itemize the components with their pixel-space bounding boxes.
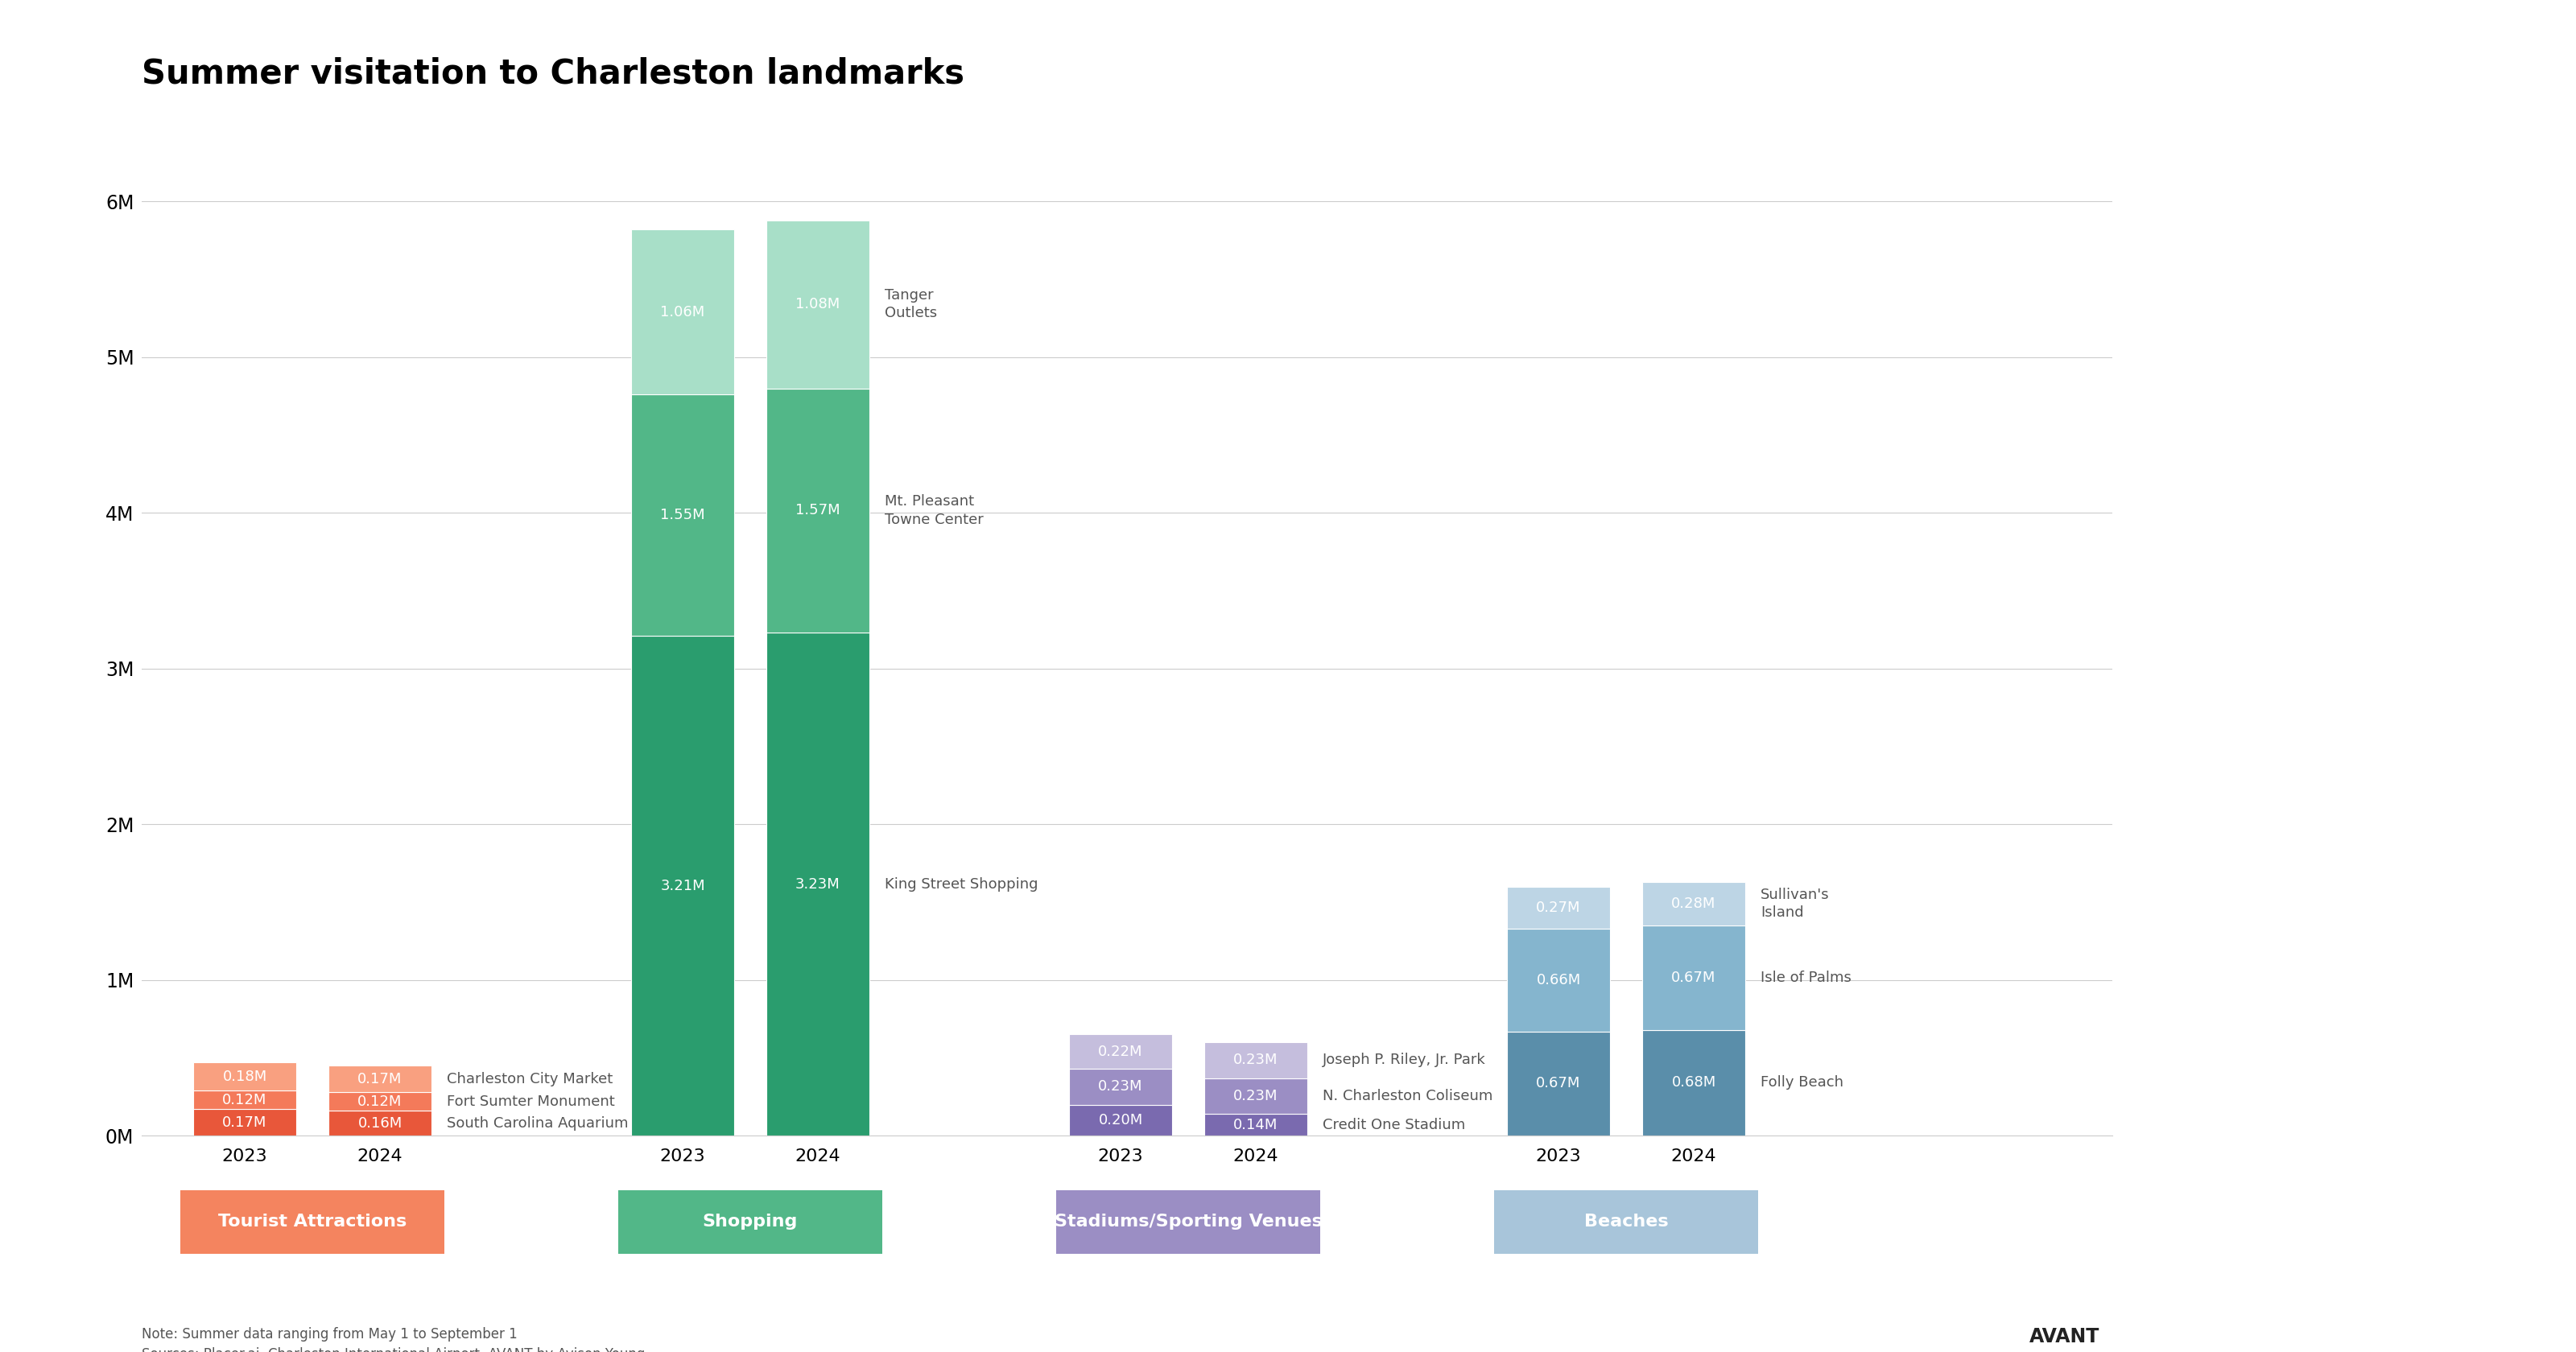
Text: Sullivan's
Island: Sullivan's Island [1762, 887, 1829, 919]
Text: 1.06M: 1.06M [659, 304, 706, 319]
Text: Beaches: Beaches [1584, 1214, 1669, 1230]
Text: King Street Shopping: King Street Shopping [886, 877, 1038, 891]
Text: 0.67M: 0.67M [1535, 1076, 1582, 1091]
Text: N. Charleston Coliseum: N. Charleston Coliseum [1324, 1088, 1494, 1103]
Bar [1643, 882, 1747, 926]
Text: Charleston City Market: Charleston City Market [448, 1072, 613, 1086]
Bar [193, 1063, 296, 1091]
Bar [631, 230, 734, 395]
Bar [193, 1109, 296, 1136]
Text: 0.28M: 0.28M [1672, 896, 1716, 911]
Text: Fort Sumter Monument: Fort Sumter Monument [448, 1094, 616, 1109]
Text: 0.68M: 0.68M [1672, 1075, 1716, 1090]
Text: Summer visitation to Charleston landmarks: Summer visitation to Charleston landmark… [142, 57, 963, 91]
Text: Credit One Stadium: Credit One Stadium [1324, 1118, 1466, 1132]
Bar [768, 388, 871, 633]
FancyBboxPatch shape [1056, 1190, 1319, 1253]
FancyBboxPatch shape [1494, 1190, 1757, 1253]
Bar [1206, 1114, 1309, 1136]
Bar [1069, 1068, 1172, 1105]
Text: Stadiums/Sporting Venues: Stadiums/Sporting Venues [1054, 1214, 1321, 1230]
Bar [330, 1111, 433, 1136]
Bar [330, 1065, 433, 1092]
Text: 0.12M: 0.12M [222, 1092, 268, 1107]
Text: 0.18M: 0.18M [222, 1069, 268, 1084]
Text: South Carolina Aquarium: South Carolina Aquarium [448, 1115, 629, 1130]
Text: 3.23M: 3.23M [796, 877, 840, 891]
Bar [1507, 1032, 1610, 1136]
Text: 0.23M: 0.23M [1234, 1088, 1278, 1103]
Bar [1643, 1030, 1747, 1136]
Text: Tanger
Outlets: Tanger Outlets [886, 288, 938, 320]
Text: 0.23M: 0.23M [1234, 1053, 1278, 1068]
FancyBboxPatch shape [618, 1190, 881, 1253]
Bar [631, 395, 734, 635]
Bar [1206, 1042, 1309, 1078]
Text: 0.17M: 0.17M [222, 1115, 268, 1130]
Text: 0.23M: 0.23M [1097, 1079, 1144, 1094]
Text: Mt. Pleasant
Towne Center: Mt. Pleasant Towne Center [886, 495, 984, 527]
Text: 1.55M: 1.55M [659, 508, 706, 522]
Text: Folly Beach: Folly Beach [1762, 1075, 1844, 1090]
Text: 0.67M: 0.67M [1672, 971, 1716, 984]
Bar [1643, 926, 1747, 1030]
Bar [1206, 1078, 1309, 1114]
Bar [330, 1092, 433, 1111]
Bar [1507, 929, 1610, 1032]
Bar [631, 635, 734, 1136]
Bar [1069, 1105, 1172, 1136]
Bar [1507, 887, 1610, 929]
Text: 1.57M: 1.57M [796, 503, 840, 518]
FancyBboxPatch shape [180, 1190, 446, 1253]
Bar [768, 633, 871, 1136]
Text: 0.66M: 0.66M [1535, 972, 1582, 987]
Bar [193, 1091, 296, 1109]
Text: 0.12M: 0.12M [358, 1094, 402, 1109]
Text: 0.16M: 0.16M [358, 1115, 402, 1130]
Text: 1.08M: 1.08M [796, 297, 840, 311]
Text: 0.17M: 0.17M [358, 1072, 402, 1086]
Text: Shopping: Shopping [703, 1214, 799, 1230]
Text: 3.21M: 3.21M [659, 879, 706, 894]
Text: 0.22M: 0.22M [1097, 1044, 1144, 1059]
Text: Note: Summer data ranging from May 1 to September 1
Sources: Placer.ai, Charlest: Note: Summer data ranging from May 1 to … [142, 1328, 644, 1352]
Text: 0.27M: 0.27M [1535, 900, 1582, 915]
Bar [768, 220, 871, 388]
Text: AVANT: AVANT [2030, 1328, 2099, 1347]
Text: Tourist Attractions: Tourist Attractions [219, 1214, 407, 1230]
Text: Isle of Palms: Isle of Palms [1762, 971, 1852, 984]
Text: Joseph P. Riley, Jr. Park: Joseph P. Riley, Jr. Park [1324, 1053, 1486, 1068]
Text: 0.14M: 0.14M [1234, 1118, 1278, 1132]
Bar [1069, 1034, 1172, 1068]
Text: 0.20M: 0.20M [1097, 1113, 1144, 1128]
